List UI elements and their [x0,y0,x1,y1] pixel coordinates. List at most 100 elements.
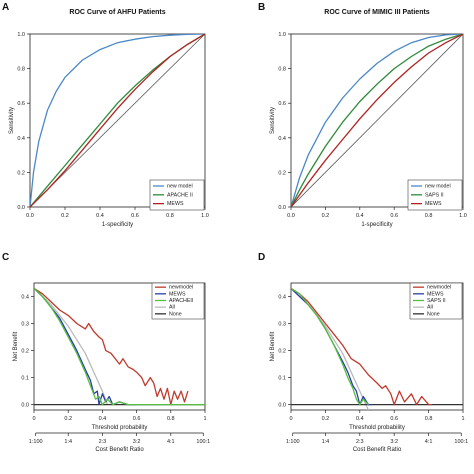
series-line-new-model [291,34,463,207]
series-line-mews [291,287,372,406]
series-line-saps-ii [291,287,369,406]
panel-c: C 0.0 0.1 0.2 0.3 0.4 0 0.2 0.4 0.6 0.8 1 Threshold … [2,252,210,453]
y-tick-label: 0.4 [278,295,286,301]
legend-label: None [169,311,182,317]
legend-box [409,282,463,320]
y-tick-label: 0.4 [278,136,286,142]
series-line-newmodel [34,287,189,406]
x-tick-label: 0 [289,416,292,422]
x-tick-label: 0.8 [167,416,175,422]
series-line-all [34,287,109,405]
x-tick-label: 0.4 [96,213,104,219]
x-axis-label: 1-specificity [102,222,133,228]
y-tick-label: 0.2 [21,349,29,355]
y-axis-label: Sensitivity [270,107,276,134]
y-tick-label: 0.8 [278,67,286,73]
x-tick-label: 0.2 [322,416,330,422]
panel-d: D 0.0 0.1 0.2 0.3 0.4 0 0.2 0.4 0.6 0.8 1 Threshold … [258,252,468,453]
x2-tick-label: 100:1 [196,439,210,445]
legend-label: MEWS [427,291,444,297]
panel-a: A ROC Curve of AHFU Patients 0.0 0.2 0.4 0.6 0… [2,2,209,228]
y-tick-label: 0.0 [21,403,29,409]
panel-letter: B [258,2,265,13]
y-tick-label: 0.0 [278,403,286,409]
x-tick-label: 1 [203,416,206,422]
legend: new model SAPS II MEWS [407,179,463,211]
x-tick-label: 0.6 [131,213,139,219]
series-line-mews [291,34,463,207]
legend-label: SAPS II [427,298,446,304]
y-tick-label: 0.4 [17,136,25,142]
x2-tick-label: 1:100 [29,439,43,445]
x-tick-label: 0.6 [390,416,398,422]
legend: new model APACHE II MEWS [149,179,205,211]
x2-tick-label: 1:4 [322,439,330,445]
curves [34,287,205,406]
x-tick-label: 0.6 [390,213,398,219]
series-line-newmodel [291,287,432,406]
curves [291,34,463,207]
x2-tick-label: 2:3 [356,439,364,445]
reference-diagonal [291,34,463,207]
plot-frame [290,33,464,208]
plot-frame [33,282,206,411]
y-tick-label: 0.6 [278,101,286,107]
y-tick-label: 0.1 [278,376,286,382]
y-tick-label: 0.6 [17,101,25,107]
x-axis-label: 1-specificity [361,222,392,228]
x2-tick-label: 100:1 [454,439,468,445]
x-tick-label: 0.2 [64,416,72,422]
series-line-mews [30,34,205,207]
y-tick-label: 1.0 [17,32,25,38]
x2-tick-label: 4:1 [167,439,175,445]
y-tick-label: 0.4 [21,295,29,301]
panel-title: ROC Curve of AHFU Patients [69,9,165,16]
x2-tick-label: 1:4 [64,439,72,445]
legend-label: newmodel [427,285,451,291]
x2-tick-label: 3:2 [390,439,398,445]
panel-letter: D [258,252,265,263]
legend-label: MEWS [167,201,184,207]
legend-label: None [427,311,440,317]
y-tick-label: 0.0 [278,205,286,211]
x-tick-label: 0.4 [99,416,107,422]
x-tick-label: 0.6 [133,416,141,422]
y-tick-label: 0.1 [21,376,29,382]
x-tick-label: 0.4 [356,416,364,422]
y-tick-label: 0.0 [17,205,25,211]
x-tick-label: 0.2 [322,213,330,219]
x2-axis-label: Cost Benefit Ratio [95,447,144,453]
x2-tick-label: 4:1 [425,439,433,445]
panel-letter: C [2,252,9,263]
y-tick-label: 0.2 [17,170,25,176]
x2-axis-label: Cost Benefit Ratio [353,447,402,453]
panel-b: B ROC Curve of MIMIC III Patients 0.0 0.2 0.… [258,2,467,228]
legend-label: APACHEII [169,298,193,304]
series-line-new-model [30,34,205,207]
legend-label: newmodel [169,285,193,291]
y-axis-label: Sensitivity [9,107,15,134]
legend-box [407,179,463,211]
panel-title: ROC Curve of MIMIC III Patients [324,9,430,16]
legend-label: All [169,305,175,311]
x-tick-label: 0.4 [356,213,364,219]
x2-tick-label: 1:100 [286,439,300,445]
curves [30,34,205,207]
x2-tick-label: 2:3 [99,439,107,445]
y-tick-label: 0.8 [17,67,25,73]
legend-label: new model [425,184,451,190]
x-tick-label: 0.8 [425,416,433,422]
x-tick-label: 0.0 [287,213,295,219]
x-axis-label: Threshold probability [92,425,148,431]
x-tick-label: 1.0 [459,213,467,219]
plot-frame [29,33,206,208]
legend-label: MEWS [169,291,186,297]
x-tick-label: 0.8 [425,213,433,219]
legend-label: SAPS II [425,192,444,198]
y-axis-label: Net Benefit [270,331,276,361]
reference-diagonal [30,34,205,207]
legend-label: All [427,305,433,311]
